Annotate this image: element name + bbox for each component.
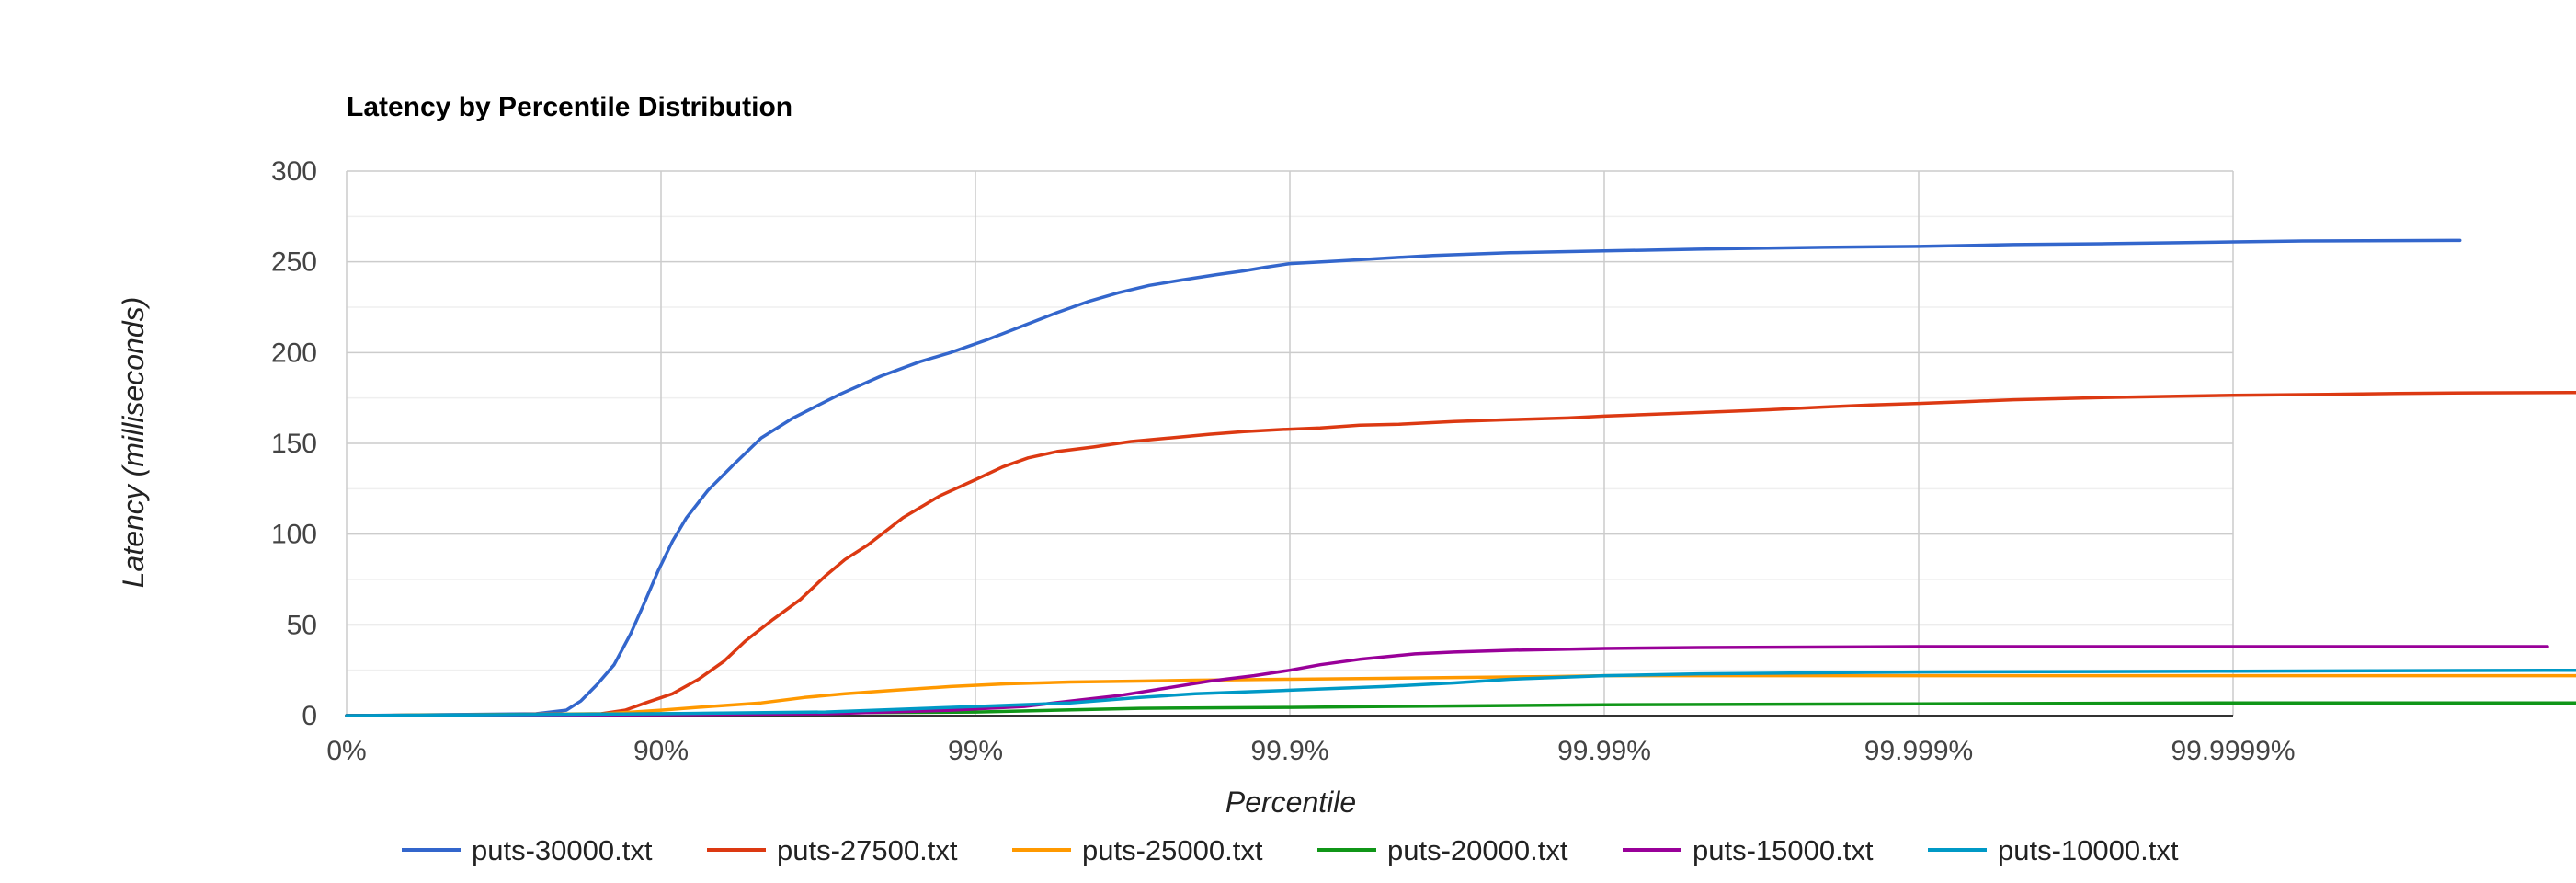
legend-item[interactable]: puts-27500.txt [707,834,958,866]
x-tick-label: 99.99% [1557,736,1651,766]
series-line-puts-30000-txt [345,238,2462,717]
series-line-puts-27500-txt [345,391,2576,717]
legend-item[interactable]: puts-30000.txt [402,834,653,866]
legend-label: puts-25000.txt [1082,834,1263,866]
x-tick-label: 99.9999% [2171,736,2295,766]
legend: puts-30000.txt puts-27500.txt puts-25000.t… [402,834,2179,866]
x-tick-label: 0% [326,736,366,766]
y-tick-label: 200 [271,338,317,368]
legend-label: puts-20000.txt [1387,834,1568,866]
series-line-puts-15000-txt [345,645,2549,717]
legend-label: puts-30000.txt [472,834,653,866]
legend-item[interactable]: puts-10000.txt [1928,834,2179,866]
legend-label: puts-10000.txt [1998,834,2179,866]
chart-title: Latency by Percentile Distribution [347,92,792,122]
y-tick-label: 100 [271,520,317,550]
series-line-puts-10000-txt [345,668,2576,717]
grid [346,170,2234,716]
legend-item[interactable]: puts-20000.txt [1317,834,1568,866]
x-tick-label: 90% [633,736,689,766]
x-tick-label: 99.9% [1250,736,1328,766]
y-axis-title: Latency (milliseconds) [117,297,150,589]
legend-label: puts-27500.txt [777,834,958,866]
x-axis-title: Percentile [1225,786,1356,819]
y-tick-label: 250 [271,247,317,278]
legend-item[interactable]: puts-25000.txt [1012,834,1263,866]
series-lines [345,238,2576,717]
legend-item[interactable]: puts-15000.txt [1623,834,1874,866]
axes: 0 50 100 150 200 250 300 0% 90% 99% 99.9% 99.99% 99.… [271,156,2296,766]
x-tick-label: 99.999% [1864,736,1973,766]
series-line-puts-25000-txt [345,673,2576,717]
legend-label: puts-15000.txt [1693,834,1874,866]
y-tick-label: 150 [271,429,317,459]
y-tick-label: 300 [271,156,317,187]
y-tick-label: 50 [287,610,317,640]
y-tick-label: 0 [302,701,317,731]
x-tick-label: 99% [948,736,1003,766]
